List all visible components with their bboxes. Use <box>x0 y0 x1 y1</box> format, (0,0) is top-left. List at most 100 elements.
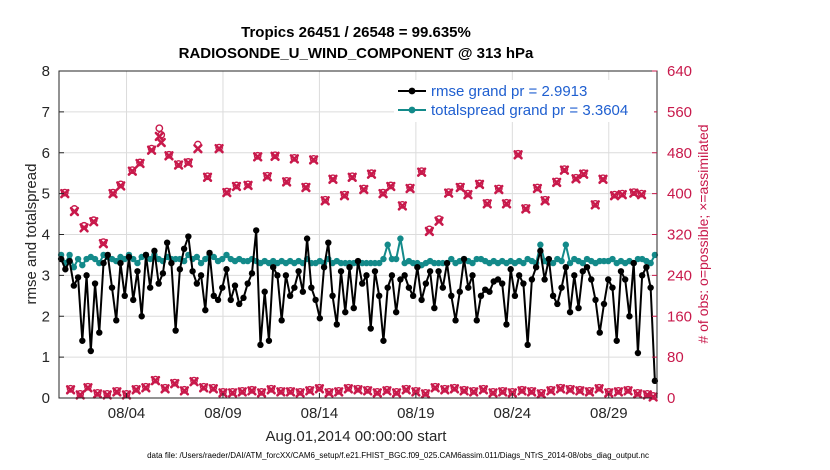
y-tick-label-left: 3 <box>42 267 50 284</box>
obs-possible-point <box>367 169 376 178</box>
obs-possible-point <box>109 188 117 197</box>
legend-rmse-label: rmse grand pr = 2.9913 <box>431 83 587 100</box>
obs-assimilated-point <box>328 174 338 185</box>
rmse-point <box>197 272 205 279</box>
rmse-point <box>346 264 353 271</box>
chart-title-line-2: RADIOSONDE_U_WIND_COMPONENT @ 313 hPa <box>179 45 534 62</box>
obs-assimilated-point <box>231 181 242 192</box>
obs-assimilated-point <box>183 158 193 168</box>
rmse-point <box>473 317 480 324</box>
obs-possible-point <box>290 153 299 162</box>
rmse-point <box>108 284 116 291</box>
rmse-point <box>392 308 400 316</box>
rmse-point <box>286 292 294 300</box>
rmse-point <box>524 341 531 349</box>
obs-assimilated-point <box>75 390 85 400</box>
rmse-point <box>562 264 570 271</box>
obs-possible-point <box>527 386 536 395</box>
obs-assimilated-point <box>478 385 489 395</box>
rmse-point <box>600 300 608 308</box>
rmse-point <box>320 264 328 271</box>
rmse-point <box>91 280 99 287</box>
rmse-point <box>151 247 158 255</box>
rmse-point <box>617 268 625 275</box>
obs-possible-point <box>379 188 387 197</box>
obs-possible-point <box>128 166 137 175</box>
rmse-point <box>316 315 324 322</box>
obs-possible-point <box>282 176 291 185</box>
rmse-point <box>299 288 307 295</box>
obs-assimilated-point <box>262 172 273 182</box>
rmse-point <box>376 292 383 300</box>
x-tick-label: 08/24 <box>494 405 532 422</box>
obs-possible-point <box>60 188 69 197</box>
totalspread-point <box>392 255 400 263</box>
obs-assimilated-point <box>378 188 388 199</box>
totalspread-point <box>380 255 387 263</box>
y-tick-label-left: 8 <box>42 63 50 80</box>
obs-assimilated-point <box>397 201 408 211</box>
rmse-point <box>371 268 379 275</box>
y-tick-label-right: 160 <box>667 308 692 325</box>
obs-possible-point <box>329 174 337 183</box>
y-tick-label-left: 0 <box>42 390 50 407</box>
rmse-point <box>176 266 184 273</box>
obs-possible-point <box>502 198 511 207</box>
obs-possible-point <box>489 387 497 396</box>
y-tick-label-right: 400 <box>667 186 692 203</box>
rmse-point <box>134 268 141 275</box>
rmse-point <box>333 321 340 328</box>
rmse-point <box>342 308 349 316</box>
rmse-point <box>651 377 659 385</box>
rmse-point <box>240 294 247 302</box>
totalspread-point <box>134 259 141 267</box>
obs-possible-point <box>440 384 449 393</box>
rmse-point <box>236 300 243 308</box>
obs-possible-point <box>348 172 357 181</box>
obs-assimilated-point <box>89 217 99 227</box>
rmse-point <box>312 296 319 304</box>
obs-possible-point <box>402 384 411 393</box>
obs-possible-point <box>309 154 318 163</box>
rmse-point <box>117 259 124 267</box>
obs-possible-point <box>174 160 183 168</box>
obs-assimilated-point <box>420 389 431 399</box>
obs-possible-point <box>398 200 407 209</box>
rmse-point <box>325 239 332 246</box>
rmse-point <box>189 268 196 275</box>
rmse-point <box>87 347 95 355</box>
obs-possible-point <box>537 388 546 397</box>
rmse-point <box>282 272 290 279</box>
obs-assimilated-point <box>513 150 523 160</box>
rmse-point <box>57 255 65 263</box>
obs-possible-point <box>479 384 488 393</box>
totalspread-point <box>549 259 557 267</box>
rmse-point <box>401 272 408 279</box>
rmse-point <box>185 233 192 240</box>
obs-possible-point <box>483 198 492 207</box>
obs-possible-point <box>633 388 642 397</box>
rmse-point <box>426 268 434 275</box>
obs-possible-point <box>84 382 92 391</box>
obs-assimilated-point <box>116 181 126 191</box>
obs-assimilated-point <box>222 187 232 198</box>
rmse-point <box>163 239 171 246</box>
rmse-point <box>231 282 239 289</box>
obs-possible-point <box>344 383 353 392</box>
obs-possible-point <box>421 388 430 397</box>
rmse-point <box>537 247 544 255</box>
legend-rmse-marker <box>408 87 416 95</box>
totalspread-point <box>448 255 455 263</box>
obs-assimilated-point <box>270 151 280 162</box>
obs-possible-point <box>184 158 193 166</box>
obs-possible-point <box>533 183 542 192</box>
obs-assimilated-point <box>565 385 575 395</box>
obs-possible-point <box>170 378 179 387</box>
rmse-point <box>409 292 417 300</box>
rmse-point <box>558 284 565 291</box>
obs-possible-point <box>560 165 569 174</box>
rmse-point <box>507 266 514 273</box>
obs-assimilated-point <box>613 387 624 397</box>
totalspread-point <box>66 251 73 259</box>
